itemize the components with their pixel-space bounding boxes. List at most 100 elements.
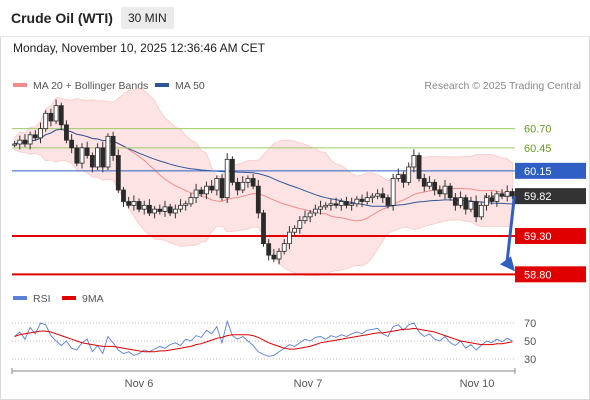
candle	[162, 200, 168, 217]
candle	[100, 141, 106, 173]
candle	[178, 199, 183, 213]
rsi-tick-label: 30	[524, 354, 536, 366]
candle-body	[224, 158, 230, 199]
candle	[38, 122, 43, 144]
candle-body	[421, 178, 427, 187]
candle	[229, 156, 235, 186]
candle	[48, 108, 54, 127]
candle-body	[369, 195, 375, 199]
legend-label-ma20: MA 20 + Bollinger Bands	[33, 80, 149, 92]
candle-body	[110, 135, 116, 156]
candle	[281, 239, 287, 255]
level-label: 58.80	[524, 269, 552, 281]
candle-body	[105, 135, 111, 168]
candle-body	[240, 181, 246, 191]
ma50-line	[14, 128, 513, 207]
candle	[354, 196, 360, 207]
candle-body	[235, 181, 240, 191]
candle	[224, 153, 230, 204]
candle	[27, 131, 33, 150]
x-tick-label: Nov 6	[125, 378, 154, 390]
candle-body	[95, 147, 100, 168]
candle-body	[375, 193, 380, 197]
candle	[74, 144, 80, 167]
candle	[219, 173, 225, 201]
candle-body	[380, 193, 386, 199]
candle-body	[271, 254, 277, 260]
legend-swatch-ma50	[155, 83, 169, 88]
candle	[204, 181, 209, 200]
candle-body	[126, 201, 132, 206]
candle	[344, 196, 349, 209]
candle-body	[478, 204, 484, 218]
candle	[375, 189, 380, 200]
candle	[302, 210, 308, 224]
rsi-tick-label: 50	[524, 336, 536, 348]
candle-body	[432, 181, 438, 191]
level-tag	[515, 188, 586, 205]
candle-body	[349, 203, 355, 206]
candle	[95, 143, 100, 171]
candle	[510, 188, 515, 200]
candle	[447, 183, 453, 201]
candle	[437, 185, 443, 197]
candle	[504, 185, 510, 202]
candle	[369, 193, 375, 204]
candle-body	[328, 203, 334, 206]
candle	[468, 196, 474, 213]
candle-body	[79, 147, 85, 164]
candle-body	[32, 134, 38, 139]
candle	[421, 173, 427, 192]
candle	[255, 180, 261, 219]
candle-body	[58, 105, 64, 126]
candle	[141, 200, 147, 215]
candle	[271, 249, 277, 263]
candle-body	[452, 197, 458, 206]
candle-body	[504, 191, 510, 197]
candle-body	[121, 189, 126, 202]
candle	[432, 179, 438, 196]
rsi-line	[14, 319, 513, 357]
candle	[121, 186, 126, 207]
candle-body	[12, 143, 17, 146]
candle-body	[69, 139, 75, 149]
candle	[43, 110, 49, 132]
candle	[478, 202, 484, 220]
candle	[193, 183, 199, 204]
level-tag	[515, 266, 586, 283]
candle-body	[473, 201, 479, 218]
candle	[406, 162, 412, 186]
candle-body	[261, 212, 266, 245]
candle	[359, 194, 365, 207]
candle	[12, 140, 17, 148]
candle	[463, 194, 469, 215]
candle	[131, 195, 137, 211]
candle-body	[43, 112, 49, 130]
candle-body	[437, 189, 443, 195]
candle-body	[338, 201, 344, 206]
level-label: 60.15	[524, 166, 552, 178]
candle-body	[74, 147, 80, 164]
candle-body	[364, 197, 370, 202]
candle	[198, 186, 204, 197]
candle	[307, 209, 313, 223]
timeframe-badge[interactable]: 30 MIN	[121, 7, 174, 29]
candle	[235, 177, 240, 196]
candle-body	[489, 197, 495, 202]
candle-body	[167, 206, 173, 214]
candle-body	[89, 155, 95, 168]
candle-body	[229, 158, 235, 183]
candle	[292, 225, 298, 236]
level-tag	[515, 162, 586, 179]
candle	[473, 195, 479, 223]
candle-body	[131, 201, 137, 206]
candle	[64, 120, 69, 144]
candle	[17, 135, 23, 150]
candle	[484, 193, 489, 211]
candle	[411, 149, 417, 173]
candle-body	[510, 191, 515, 197]
candle	[416, 152, 422, 182]
candle-body	[147, 204, 152, 214]
candle	[312, 204, 318, 217]
